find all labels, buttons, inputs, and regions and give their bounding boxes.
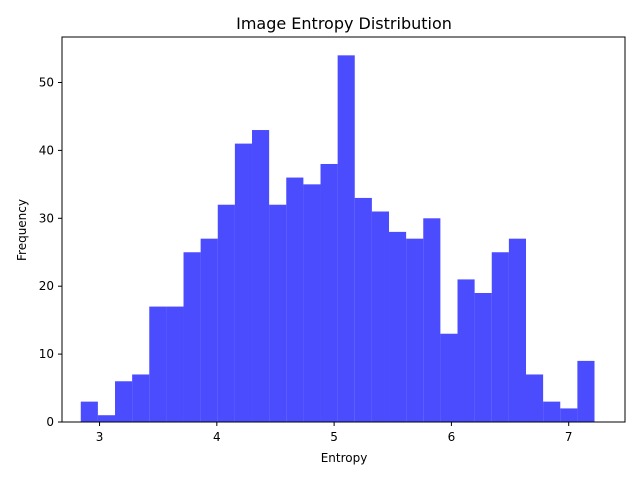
histogram-bar — [354, 197, 372, 422]
histogram-bar — [183, 252, 201, 422]
histogram-bar — [337, 55, 355, 422]
y-tick-label: 50 — [39, 75, 54, 89]
histogram-bar — [234, 143, 253, 423]
histogram-bar — [474, 292, 492, 422]
y-tick-label: 30 — [39, 211, 54, 225]
y-tick-label: 40 — [39, 143, 54, 157]
histogram-bar — [149, 306, 167, 422]
x-tick-label: 7 — [565, 430, 573, 444]
histogram-bar — [97, 415, 116, 422]
chart-title: Image Entropy Distribution — [236, 14, 452, 33]
histogram-bar — [491, 252, 509, 422]
histogram-bar — [200, 238, 218, 422]
histogram-bar — [80, 401, 98, 422]
x-axis-ticks: 3 4 5 6 7 — [96, 422, 573, 444]
histogram-bar — [577, 360, 595, 422]
histogram-bar — [115, 381, 133, 422]
x-tick-label: 6 — [448, 430, 456, 444]
histogram-bar — [423, 218, 441, 422]
y-tick-label: 0 — [46, 415, 54, 429]
histogram-bar — [560, 408, 578, 422]
histogram-bar — [303, 184, 321, 422]
histogram-bar — [440, 333, 458, 422]
y-axis-label: Frequency — [15, 199, 29, 261]
plot-frame — [61, 36, 626, 423]
x-axis-label: Entropy — [321, 451, 368, 465]
histogram-bar — [286, 177, 304, 422]
histogram-bar — [457, 279, 475, 422]
histogram-bar — [166, 306, 184, 422]
histogram-bar — [389, 231, 407, 422]
bars-group — [80, 55, 595, 423]
histogram-bar — [320, 163, 338, 422]
histogram-bar — [132, 374, 150, 422]
histogram-bar — [252, 130, 270, 422]
x-tick-label: 4 — [213, 430, 221, 444]
histogram-bar — [406, 238, 424, 422]
histogram-bar — [508, 238, 527, 422]
x-tick-label: 3 — [96, 430, 104, 444]
histogram-bar — [543, 401, 561, 422]
histogram-bar — [526, 374, 544, 422]
histogram-bar — [269, 204, 287, 422]
y-tick-label: 10 — [39, 347, 54, 361]
y-axis-ticks: 0 10 20 30 40 50 — [39, 75, 62, 429]
x-tick-label: 5 — [330, 430, 338, 444]
histogram-bar — [217, 204, 235, 422]
y-tick-label: 20 — [39, 279, 54, 293]
histogram-bar — [371, 211, 390, 422]
